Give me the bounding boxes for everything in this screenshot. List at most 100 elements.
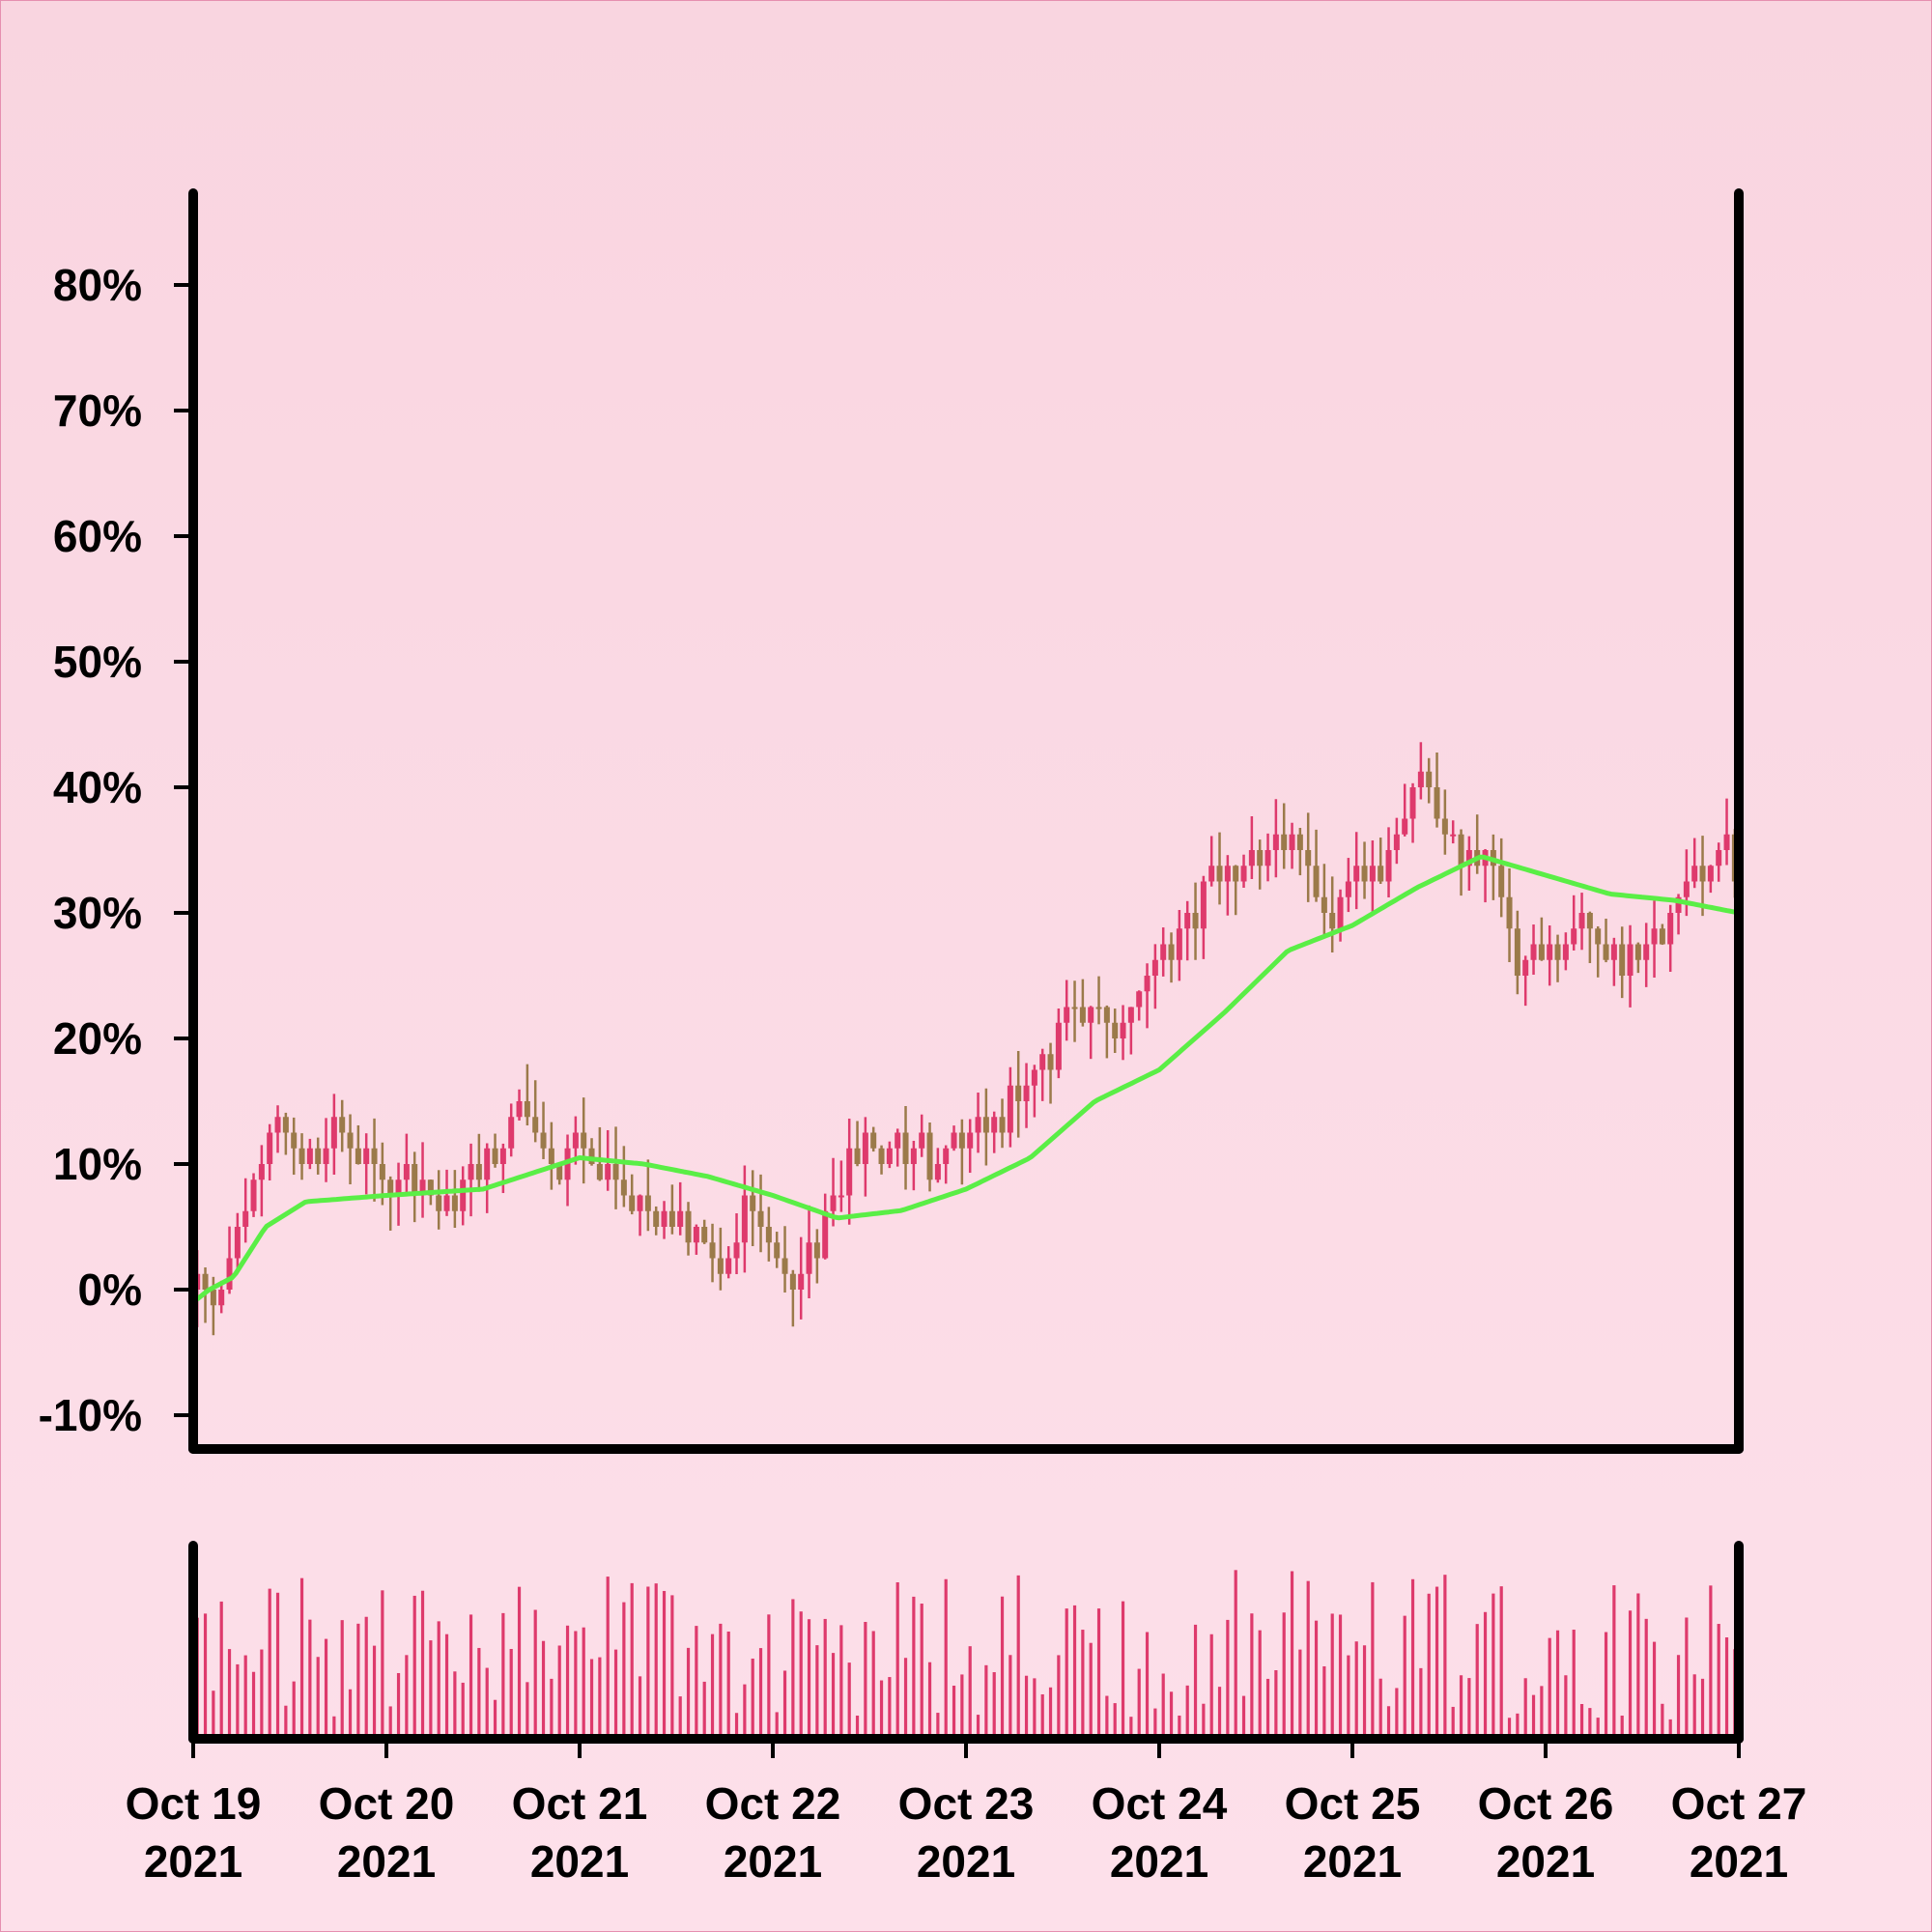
volume-bar [1718, 1624, 1720, 1739]
y-tick-label: 20% [53, 1013, 142, 1064]
candle-body [991, 1117, 997, 1132]
candle-body [967, 1133, 973, 1149]
candle-body [517, 1101, 523, 1117]
candle-body [1048, 1054, 1054, 1069]
volume-bar [912, 1597, 915, 1739]
volume-bar [832, 1653, 835, 1739]
volume-bar [598, 1658, 601, 1739]
volume-bar [518, 1587, 521, 1739]
volume-bar [864, 1622, 867, 1739]
candle-body [1338, 897, 1344, 929]
volume-bar [1701, 1679, 1704, 1739]
candle-body [1314, 866, 1320, 897]
volume-bar [1266, 1679, 1269, 1739]
candle-body [903, 1133, 909, 1165]
volume-bar [510, 1649, 513, 1739]
x-tick-label-date: Oct 27 [1671, 1778, 1807, 1829]
candle-body [235, 1227, 241, 1259]
candle-body [1362, 866, 1368, 881]
volume-bar [1612, 1585, 1615, 1739]
candle-body [1716, 850, 1721, 866]
volume-bar [663, 1591, 666, 1739]
candle-body [1273, 835, 1279, 850]
candle-body [1321, 897, 1327, 913]
candle-body [855, 1149, 861, 1164]
candle-body [831, 1196, 837, 1211]
candle-body [935, 1164, 941, 1179]
volume-bar [1065, 1608, 1068, 1739]
volume-bar [880, 1681, 883, 1739]
volume-bar [293, 1682, 296, 1739]
candle-body [734, 1242, 740, 1258]
candle-body [814, 1242, 820, 1258]
candle-body [452, 1196, 458, 1211]
volume-bar [1387, 1706, 1390, 1739]
candle-body [1539, 945, 1545, 960]
candle-body [1563, 945, 1569, 960]
candle-body [807, 1242, 812, 1274]
volume-bar [429, 1640, 432, 1739]
volume-bar [526, 1682, 528, 1739]
candle-body [1571, 928, 1577, 944]
candle-body [669, 1211, 675, 1227]
candle-body [1145, 976, 1151, 991]
candle-body [1281, 835, 1287, 850]
candle-body [846, 1149, 852, 1196]
volume-bar [389, 1706, 392, 1739]
volume-bar [1081, 1630, 1084, 1739]
candle-body [1426, 772, 1432, 787]
candle-body [1305, 850, 1311, 866]
volume-bar [1645, 1619, 1648, 1739]
volume-bar [317, 1657, 320, 1739]
volume-bar [1363, 1645, 1366, 1739]
volume-bar [800, 1611, 803, 1739]
volume-bar [1693, 1674, 1696, 1739]
candle-body [742, 1196, 748, 1243]
candle-body [1072, 1008, 1078, 1009]
y-tick-label: 0% [78, 1264, 142, 1315]
candle-body [444, 1196, 450, 1211]
volume-bar [928, 1662, 931, 1739]
volume-bar [1146, 1632, 1149, 1739]
volume-bar [325, 1639, 327, 1739]
y-tick-label: 70% [53, 385, 142, 436]
candle-body [1064, 1008, 1069, 1023]
candle-body [750, 1196, 755, 1211]
candle-body [372, 1149, 378, 1164]
candle-body [1160, 945, 1166, 960]
candle-body [549, 1149, 554, 1164]
x-tick-label-date: Oct 25 [1285, 1778, 1421, 1829]
volume-bar [252, 1672, 255, 1739]
volume-bar [1564, 1675, 1567, 1739]
x-tick-label-date: Oct 22 [705, 1778, 841, 1829]
candle-body [307, 1149, 313, 1164]
volume-bar [212, 1690, 214, 1739]
volume-bar [1428, 1594, 1431, 1739]
volume-bar [405, 1655, 408, 1739]
candle-body [895, 1133, 900, 1149]
candle-body [1579, 913, 1585, 928]
x-tick-label-year: 2021 [1496, 1836, 1595, 1887]
candle-body [1604, 945, 1609, 960]
candle-body [581, 1133, 586, 1149]
candle-body [943, 1149, 949, 1164]
x-tick-label-year: 2021 [724, 1836, 822, 1887]
candle-body [1418, 772, 1424, 787]
candle-body [790, 1274, 796, 1290]
candle-body [1080, 1008, 1086, 1023]
volume-bar [550, 1679, 553, 1739]
candle-body [469, 1164, 474, 1179]
candle-body [1498, 866, 1504, 897]
x-axis-ticks: Oct 19 2021 Oct 20 2021 Oct 21 2021 Oct 22 2021… [126, 1739, 1807, 1887]
candle-body [1435, 787, 1440, 819]
volume-bar [727, 1632, 730, 1739]
volume-bar [566, 1626, 569, 1739]
y-tick-label: 60% [53, 511, 142, 561]
candle-body [412, 1164, 417, 1196]
volume-bar [1629, 1610, 1632, 1739]
candle-body [283, 1117, 289, 1132]
candle-body [1217, 866, 1223, 881]
candle-body [1643, 945, 1649, 960]
volume-bar [1379, 1679, 1382, 1739]
y-tick-label: -10% [39, 1390, 142, 1440]
